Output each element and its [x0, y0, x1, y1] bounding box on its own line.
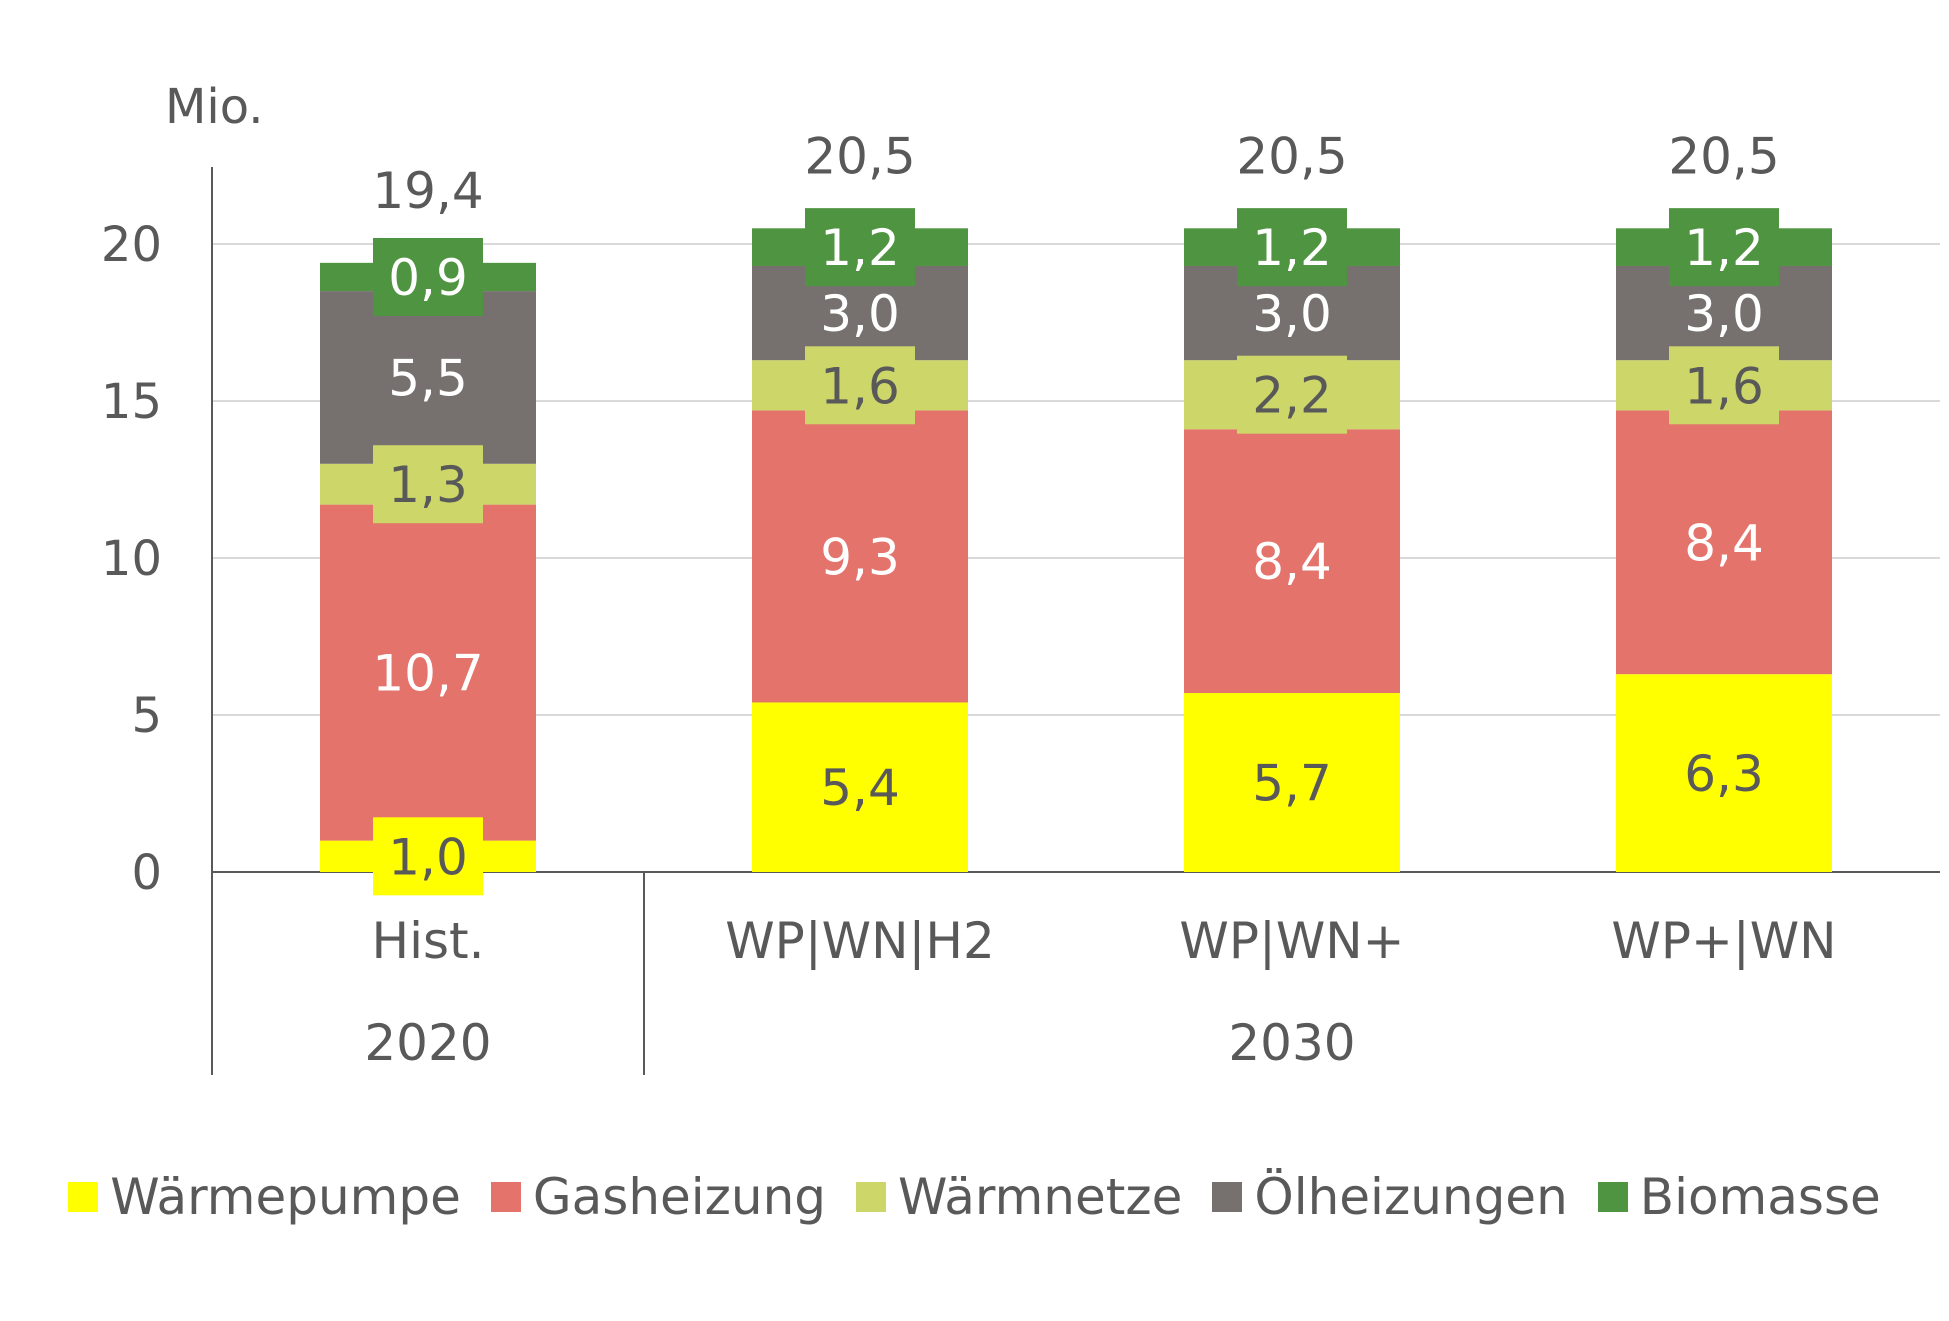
data-label-0-1: 10,7	[372, 645, 483, 703]
data-label-box-0-2	[373, 445, 483, 524]
y-tick-label-5: 5	[131, 688, 162, 744]
bar-stack-3: 6,3 8,4 1,6 3,0 1,2	[1616, 208, 1832, 872]
data-label-0-2: 1,3	[388, 456, 468, 514]
legend-label-1: Gasheizung	[532, 1168, 827, 1226]
data-label-3-0: 6,3	[1684, 745, 1764, 803]
legend-swatch-0	[68, 1182, 99, 1212]
y-tick-label-15: 15	[101, 374, 162, 430]
total-label-2: 20,5	[1236, 127, 1347, 185]
group-label-2020: 2020	[364, 1014, 491, 1072]
bar-stack-0: 1,0 10,7 1,3 5,5 0,9	[320, 237, 536, 896]
y-tick-label-10: 10	[101, 531, 162, 587]
category-label-2: WP|WN+	[1179, 912, 1404, 970]
y-axis-label: Mio.	[165, 79, 264, 135]
legend-label-4: Biomasse	[1639, 1168, 1881, 1226]
legend-label-0: Wärmepumpe	[110, 1168, 461, 1226]
legend-item-2: Wärmnetze	[856, 1168, 1182, 1226]
legend-item-4: Biomasse	[1597, 1168, 1881, 1226]
category-label-1: WP|WN|H2	[725, 912, 995, 970]
total-label-0: 19,4	[372, 162, 483, 220]
legend-item-1: Gasheizung	[490, 1168, 827, 1226]
data-label-0-4: 0,9	[388, 249, 468, 307]
data-label-3-2: 1,6	[1684, 357, 1764, 415]
legend-swatch-1	[490, 1182, 521, 1212]
data-label-1-4: 1,2	[820, 219, 900, 277]
data-label-3-4: 1,2	[1684, 219, 1764, 277]
y-tick-label-0: 0	[131, 845, 162, 901]
data-label-2-0: 5,7	[1252, 755, 1332, 813]
data-label-0-0: 1,0	[388, 828, 468, 886]
bar-segment-0-1	[320, 504, 536, 841]
bar-segment-1-1	[752, 410, 968, 703]
legend-label-3: Ölheizungen	[1254, 1168, 1568, 1226]
data-label-box-0-0	[373, 817, 483, 896]
data-label-3-3: 3,0	[1684, 285, 1764, 343]
bar-stack-2: 5,7 8,4 2,2 3,0 1,2	[1184, 208, 1400, 872]
bar-segment-3-1	[1616, 410, 1832, 675]
data-label-1-0: 5,4	[820, 759, 900, 817]
category-label-0: Hist.	[371, 912, 484, 970]
legend-swatch-2	[856, 1182, 887, 1212]
data-label-box-3-0	[1669, 734, 1779, 813]
data-label-box-0-4	[373, 237, 483, 316]
data-label-box-2-2	[1237, 355, 1347, 434]
data-label-box-1-0	[805, 748, 915, 827]
data-label-box-3-2	[1669, 346, 1779, 425]
legend-item-0: Wärmepumpe	[68, 1168, 461, 1226]
data-label-0-3: 5,5	[388, 349, 468, 407]
data-label-1-2: 1,6	[820, 357, 900, 415]
legend: Wärmepumpe Gasheizung Wärmnetze Ölheizungen…	[0, 1168, 1949, 1226]
bar-segment-0-3	[320, 291, 536, 464]
y-tick-label-20: 20	[101, 217, 162, 273]
data-label-box-1-2	[805, 346, 915, 425]
legend-swatch-4	[1597, 1182, 1628, 1212]
category-label-3: WP+|WN	[1611, 912, 1836, 970]
legend-item-3: Ölheizungen	[1212, 1168, 1568, 1226]
data-label-box-1-4	[805, 208, 915, 287]
data-label-2-4: 1,2	[1252, 219, 1332, 277]
group-label-2030: 2030	[1228, 1014, 1355, 1072]
bar-segment-2-1	[1184, 429, 1400, 694]
total-label-3: 20,5	[1668, 127, 1779, 185]
legend-swatch-3	[1212, 1182, 1243, 1212]
data-label-1-3: 3,0	[820, 285, 900, 343]
data-label-box-2-4	[1237, 208, 1347, 287]
data-label-box-3-4	[1669, 208, 1779, 287]
bar-stack-1: 5,4 9,3 1,6 3,0 1,2	[752, 208, 968, 872]
data-label-3-1: 8,4	[1684, 514, 1764, 572]
data-label-2-1: 8,4	[1252, 533, 1332, 591]
data-label-1-1: 9,3	[820, 528, 900, 586]
total-label-1: 20,5	[804, 127, 915, 185]
legend-label-2: Wärmnetze	[898, 1168, 1183, 1226]
data-label-2-2: 2,2	[1252, 367, 1332, 425]
data-label-box-2-0	[1237, 743, 1347, 822]
data-label-2-3: 3,0	[1252, 285, 1332, 343]
